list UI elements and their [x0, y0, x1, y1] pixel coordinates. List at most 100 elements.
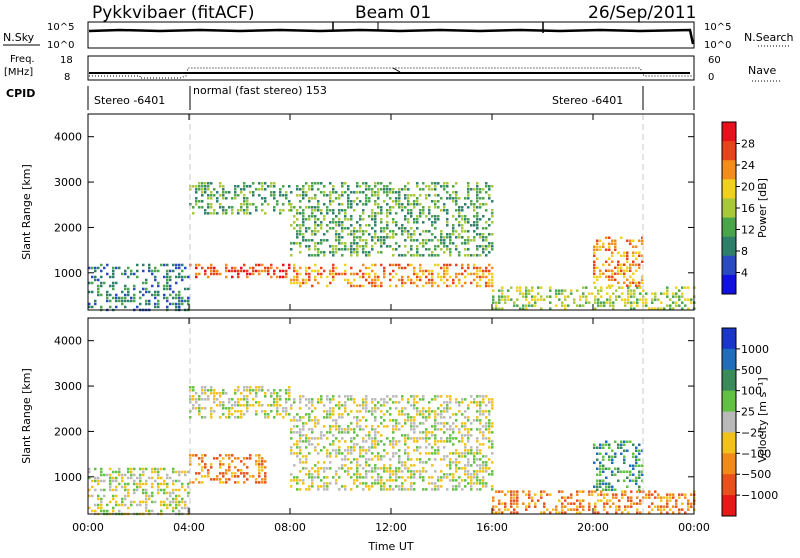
echo-cell [621, 298, 624, 301]
echo-cell [470, 434, 473, 437]
echo-cell [377, 206, 380, 209]
echo-cell [476, 191, 479, 194]
echo-cell [365, 398, 368, 401]
echo-cell [617, 446, 620, 449]
echo-cell [437, 218, 440, 221]
echo-cell [314, 263, 317, 267]
echo-cell [669, 496, 672, 499]
echo-cell [142, 287, 145, 291]
echo-cell [207, 203, 210, 206]
echo-cell [353, 191, 356, 194]
echo-cell [240, 469, 243, 472]
echo-cell [175, 275, 178, 279]
echo-cell [633, 502, 636, 505]
echo-cell [605, 443, 608, 446]
echo-cell [576, 289, 579, 292]
echo-cell [446, 428, 449, 431]
echo-cell [596, 467, 599, 470]
echo-cell [172, 290, 175, 294]
colorbar-swatch [722, 390, 736, 413]
echo-cell [198, 200, 201, 203]
echo-cell [157, 299, 160, 303]
echo-cell [624, 298, 627, 301]
echo-cell [320, 224, 323, 227]
echo-cell [332, 266, 335, 270]
echo-cell [392, 452, 395, 455]
echo-cell [419, 233, 422, 236]
echo-cell [594, 490, 597, 493]
echo-cell [593, 248, 596, 251]
colorbar-swatch [722, 160, 736, 180]
echo-cell [371, 239, 374, 242]
echo-cell [617, 281, 620, 284]
echo-cell [332, 398, 335, 401]
echo-cell [603, 496, 606, 499]
echo-cell [419, 431, 422, 434]
echo-cell [246, 275, 249, 279]
colorbar-tick-label: −100 [741, 447, 771, 460]
echo-cell [249, 454, 252, 457]
echo-cell [299, 281, 302, 285]
echo-cell [633, 292, 636, 295]
echo-cell [332, 413, 335, 416]
echo-cell [115, 494, 118, 498]
echo-cell [498, 301, 501, 304]
echo-cell [368, 266, 371, 270]
echo-cell [94, 476, 97, 480]
echo-cell [488, 242, 491, 245]
echo-cell [495, 304, 498, 307]
echo-cell [142, 470, 145, 474]
echo-cell [675, 499, 678, 502]
echo-cell [109, 284, 112, 288]
echo-cell [317, 461, 320, 464]
echo-cell [359, 419, 362, 422]
echo-cell [261, 469, 264, 472]
echo-cell [485, 464, 488, 467]
echo-cell [198, 410, 201, 413]
echo-cell [216, 475, 219, 478]
echo-cell [219, 463, 222, 466]
echo-cell [540, 493, 543, 496]
echo-cell [599, 461, 602, 464]
echo-cell [154, 479, 157, 483]
echo-cell [317, 398, 320, 401]
echo-cell [620, 446, 623, 449]
echo-cell [359, 269, 362, 273]
echo-cell [564, 304, 567, 307]
echo-cell [482, 269, 485, 273]
colorbar-tick-label: 25 [741, 406, 755, 419]
echo-cell [413, 473, 416, 476]
echo-cell [213, 194, 216, 197]
echo-cell [549, 307, 552, 310]
echo-cell [213, 457, 216, 460]
echo-cell [97, 494, 100, 498]
echo-cell [290, 278, 293, 282]
echo-cell [470, 281, 473, 285]
echo-cell [464, 422, 467, 425]
echo-cell [184, 506, 187, 510]
echo-cell [198, 188, 201, 191]
echo-cell [299, 458, 302, 461]
echo-cell [264, 395, 267, 398]
echo-cell [261, 457, 264, 460]
echo-cell [374, 281, 377, 285]
echo-cell [326, 230, 329, 233]
echo-cell [210, 478, 213, 481]
echo-cell [380, 482, 383, 485]
power-ylabel: Slant Range [km] [20, 164, 33, 260]
echo-cell [299, 284, 302, 288]
echo-cell [317, 281, 320, 285]
echo-cell [684, 286, 687, 289]
echo-cell [602, 464, 605, 467]
echo-cell [311, 467, 314, 470]
echo-cell [416, 449, 419, 452]
echo-cell [243, 185, 246, 188]
echo-cell [380, 212, 383, 215]
echo-cell [172, 269, 175, 273]
echo-cell [476, 266, 479, 270]
echo-cell [172, 488, 175, 492]
echo-cell [479, 431, 482, 434]
echo-cell [632, 278, 635, 281]
echo-cell [332, 200, 335, 203]
echo-cell [476, 488, 479, 491]
